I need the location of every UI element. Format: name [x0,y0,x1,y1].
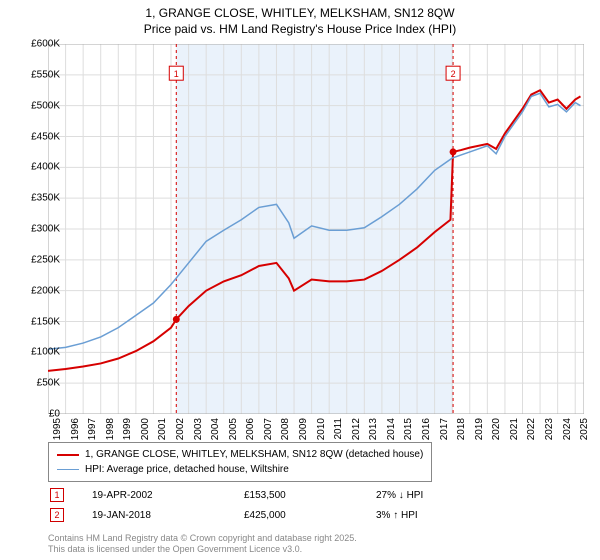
x-tick-label: 2025 [579,418,590,440]
y-tick-label: £500K [14,100,60,111]
x-tick-label: 2005 [228,418,239,440]
x-tick-label: 2022 [526,418,537,440]
title-line2: Price paid vs. HM Land Registry's House … [0,22,600,38]
x-tick-label: 2007 [263,418,274,440]
marker-price: £425,000 [244,506,374,524]
x-tick-label: 2016 [421,418,432,440]
footer-line2: This data is licensed under the Open Gov… [48,544,357,556]
legend-label: 1, GRANGE CLOSE, WHITLEY, MELKSHAM, SN12… [85,447,423,462]
y-tick-label: £350K [14,193,60,204]
legend-row: 1, GRANGE CLOSE, WHITLEY, MELKSHAM, SN12… [57,447,423,462]
chart-svg: 12 [48,44,584,414]
x-tick-label: 1998 [105,418,116,440]
y-tick-label: £550K [14,69,60,80]
y-tick-label: £450K [14,131,60,142]
x-tick-label: 2021 [509,418,520,440]
legend-label: HPI: Average price, detached house, Wilt… [85,462,289,477]
marker-table: 1 19-APR-2002 £153,500 27% ↓ HPI 2 19-JA… [48,484,425,526]
x-tick-label: 2017 [439,418,450,440]
x-tick-label: 1997 [87,418,98,440]
x-tick-label: 2010 [316,418,327,440]
legend-swatch [57,469,79,471]
y-tick-label: £250K [14,254,60,265]
marker-row: 2 19-JAN-2018 £425,000 3% ↑ HPI [50,506,423,524]
x-tick-label: 2013 [368,418,379,440]
y-tick-label: £400K [14,162,60,173]
marker-date: 19-APR-2002 [92,486,242,504]
marker-index-box: 2 [50,508,64,522]
marker-date: 19-JAN-2018 [92,506,242,524]
x-tick-label: 2002 [175,418,186,440]
x-tick-label: 2009 [298,418,309,440]
x-tick-label: 2012 [351,418,362,440]
marker-price: £153,500 [244,486,374,504]
legend: 1, GRANGE CLOSE, WHITLEY, MELKSHAM, SN12… [48,442,432,482]
x-tick-label: 1995 [52,418,63,440]
footer-line1: Contains HM Land Registry data © Crown c… [48,533,357,545]
y-tick-label: £150K [14,316,60,327]
marker-row: 1 19-APR-2002 £153,500 27% ↓ HPI [50,486,423,504]
x-tick-label: 2011 [333,418,344,440]
x-tick-label: 2006 [245,418,256,440]
y-tick-label: £200K [14,285,60,296]
x-tick-label: 2019 [474,418,485,440]
x-tick-label: 2004 [210,418,221,440]
x-tick-label: 2008 [280,418,291,440]
footer: Contains HM Land Registry data © Crown c… [48,533,357,556]
chart-title: 1, GRANGE CLOSE, WHITLEY, MELKSHAM, SN12… [0,0,600,37]
svg-text:1: 1 [174,69,179,79]
legend-swatch [57,454,79,456]
x-tick-label: 2023 [544,418,555,440]
x-tick-label: 1996 [70,418,81,440]
x-tick-label: 2001 [157,418,168,440]
chart-area: 12 [48,44,584,414]
svg-text:2: 2 [451,69,456,79]
x-tick-label: 2015 [403,418,414,440]
y-tick-label: £50K [14,378,60,389]
y-tick-label: £100K [14,347,60,358]
x-tick-label: 2000 [140,418,151,440]
marker-pct: 27% ↓ HPI [376,486,423,504]
marker-pct: 3% ↑ HPI [376,506,423,524]
x-tick-label: 1999 [122,418,133,440]
y-tick-label: £600K [14,39,60,50]
legend-row: HPI: Average price, detached house, Wilt… [57,462,423,477]
title-line1: 1, GRANGE CLOSE, WHITLEY, MELKSHAM, SN12… [0,6,600,22]
x-tick-label: 2014 [386,418,397,440]
x-tick-label: 2018 [456,418,467,440]
x-tick-label: 2003 [193,418,204,440]
y-tick-label: £300K [14,224,60,235]
x-tick-label: 2024 [562,418,573,440]
marker-index-box: 1 [50,488,64,502]
x-tick-label: 2020 [491,418,502,440]
